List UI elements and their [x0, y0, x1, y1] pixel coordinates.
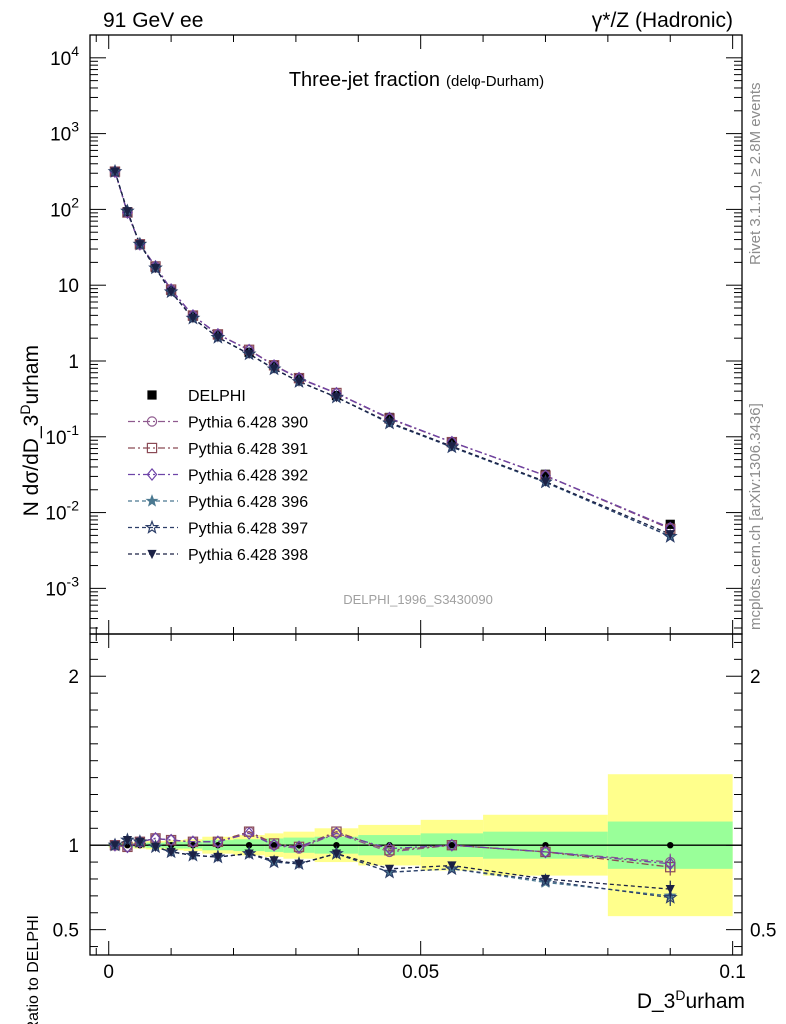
data-ratio-point: [270, 841, 278, 849]
x-tick-label: 0.05: [402, 962, 439, 983]
header-right: γ*/Z (Hadronic): [592, 9, 733, 32]
chart-title-suffix: (delφ-Durham): [446, 73, 544, 90]
ratio-tick-label: 2: [68, 667, 79, 688]
series-point-main: [384, 418, 395, 428]
x-tick-label: 0.1: [719, 962, 745, 983]
series-point-ratio: [150, 842, 161, 852]
data-point: [540, 469, 551, 479]
chart-title: Three-jet fraction: [289, 69, 440, 91]
legend-marker: [147, 549, 157, 560]
series-point-ratio: [384, 864, 395, 874]
series-point-ratio: [166, 847, 176, 858]
series-point-main: [122, 207, 133, 217]
legend-marker: [146, 442, 158, 454]
ratio-tick-label: 1: [68, 836, 79, 857]
series-point-ratio: [122, 836, 133, 846]
series-point-ratio: [268, 838, 280, 852]
legend: DELPHI Pythia 6.428 390 Pythia 6.428 391 Py…: [128, 388, 308, 564]
series-point-ratio: [188, 851, 198, 861]
series-point-ratio: [269, 856, 279, 866]
main-plot-frame: [89, 34, 743, 635]
series-point-main: [135, 240, 145, 250]
y-tick-label: 10-1: [45, 422, 79, 449]
legend-label: Pythia 6.428 391: [188, 441, 308, 458]
legend-label: Pythia 6.428 396: [188, 494, 308, 511]
y-tick-label: 10-3: [45, 573, 79, 600]
series-point-main: [110, 167, 120, 177]
y-tick-label: 103: [50, 119, 79, 146]
series-point-ratio: [382, 864, 397, 879]
y-axis-label: N dσ/dD_3Durham: [17, 345, 43, 516]
series-point-main: [447, 442, 457, 452]
legend-label: Pythia 6.428 397: [188, 521, 308, 538]
series-point-ratio: [135, 837, 145, 847]
series-point-ratio: [212, 835, 224, 849]
y-tick-label: 1: [68, 352, 79, 373]
series-point-ratio: [540, 845, 551, 859]
x-tick-label: 0: [103, 962, 114, 983]
series-point-main: [150, 263, 161, 274]
data-ratio-point: [667, 841, 674, 849]
series-point-main: [188, 314, 198, 324]
ratio-tick-label-right: 2: [750, 667, 761, 688]
mcplots-label: mcplots.cern.ch [arXiv:1306.3436]: [747, 403, 764, 630]
data-ratio-point: [245, 841, 253, 849]
series-point-main: [294, 377, 304, 387]
y-tick-label: 10: [58, 276, 79, 297]
series-point-ratio: [662, 889, 678, 904]
analysis-watermark: DELPHI_1996_S3430090: [343, 592, 493, 607]
y-tick-label: 10-2: [45, 498, 79, 525]
series-point-ratio: [110, 841, 120, 851]
y-tick-label: 102: [50, 194, 79, 221]
series-point-ratio: [213, 852, 223, 863]
legend-marker: [146, 416, 158, 427]
series-point-main: [213, 333, 223, 343]
series-point-ratio: [446, 838, 458, 852]
series-point-ratio: [384, 842, 395, 856]
series-point-ratio: [243, 826, 255, 840]
legend-marker: [144, 519, 160, 534]
series-point-main: [540, 477, 551, 487]
ratio-tick-label-right: 0.5: [750, 921, 776, 942]
series-point-main: [665, 530, 675, 540]
series-point-ratio: [187, 835, 199, 849]
series-point-main: [244, 349, 254, 360]
series-point-ratio: [293, 840, 305, 854]
legend-label: DELPHI: [188, 388, 246, 405]
data-ratio-point: [448, 841, 456, 849]
series-point-main: [166, 287, 176, 297]
series-point-ratio: [244, 849, 254, 859]
series-point-ratio: [331, 849, 342, 859]
axis-ticks: [90, 34, 742, 955]
series-point-ratio: [444, 861, 460, 876]
series-point-ratio: [294, 859, 304, 869]
legend-marker: [145, 494, 159, 507]
ratio-axis-label: Ratio to DELPHI: [25, 915, 42, 1024]
legend-label: Pythia 6.428 392: [188, 468, 308, 485]
x-axis-label: D_3Durham: [637, 987, 745, 1013]
legend-label: Pythia 6.428 390: [188, 415, 308, 432]
series-point-ratio: [447, 861, 457, 871]
series-point-main: [269, 364, 279, 374]
legend-label: Pythia 6.428 398: [188, 547, 308, 564]
series-point-main: [331, 393, 342, 403]
data-ratio-point: [333, 841, 340, 849]
series-point-ratio: [664, 857, 676, 871]
rivet-label: Rivet 3.1.10, ≥ 2.8M events: [747, 83, 764, 266]
axis-tick-labels: 0 0.05 0.1 10-3 10-2 10-1 1 10 102 103 104 0.5 0.5 1 2…: [45, 43, 776, 983]
series-point-ratio: [540, 874, 551, 885]
ratio-tick-label: 0.5: [53, 921, 79, 942]
legend-marker: [146, 467, 158, 482]
series-point-ratio: [665, 885, 675, 895]
series-markers: [107, 163, 678, 907]
header-left: 91 GeV ee: [103, 9, 203, 32]
y-tick-label: 104: [50, 43, 79, 70]
series-point-ratio: [331, 826, 342, 840]
legend-marker: [147, 390, 157, 400]
